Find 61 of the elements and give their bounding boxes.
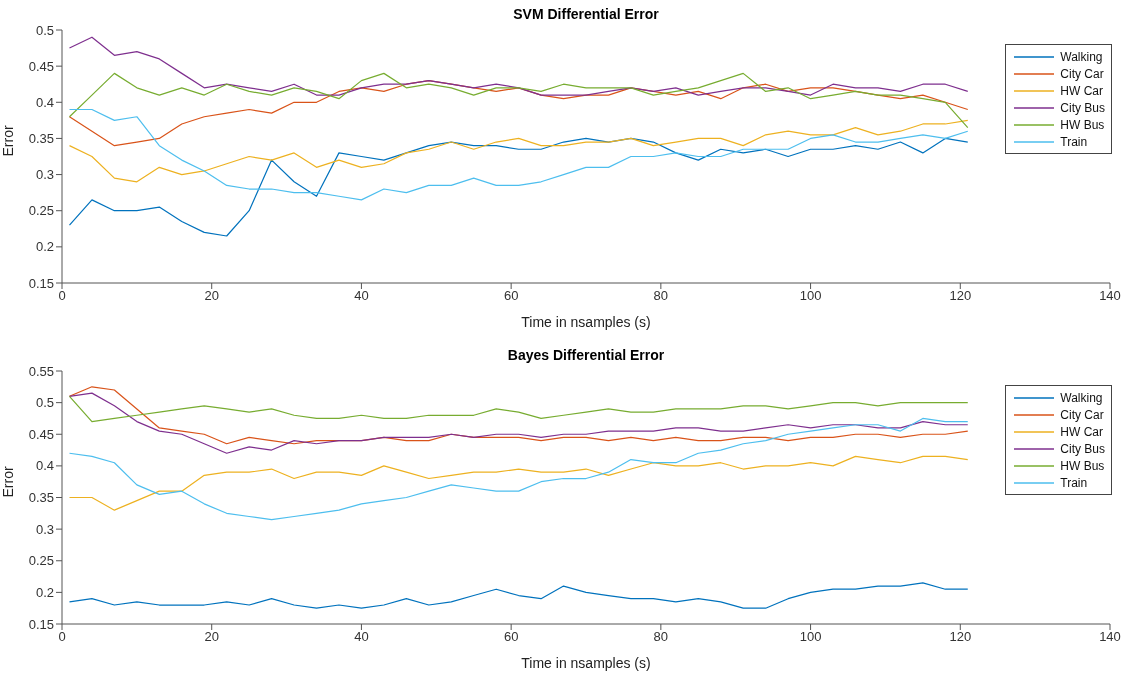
x-tick-label: 100	[799, 629, 822, 645]
x-tick-label: 0	[58, 288, 66, 304]
legend-label: City Bus	[1060, 441, 1105, 456]
legend-label: Train	[1060, 134, 1088, 149]
y-tick-label: 0.25	[28, 553, 54, 569]
x-tick-label: 120	[949, 288, 972, 304]
chart-title: SVM Differential Error	[513, 6, 659, 22]
y-tick-label: 0.55	[28, 363, 54, 379]
x-tick-label: 20	[204, 288, 219, 304]
legend-label: HW Bus	[1060, 117, 1105, 132]
x-tick-label: 120	[949, 629, 972, 645]
y-tick-label: 0.2	[35, 239, 54, 255]
y-tick-label: 0.35	[28, 131, 54, 147]
line-series	[68, 108, 969, 201]
x-tick-label: 40	[354, 288, 369, 304]
legend-label: Train	[1060, 475, 1088, 490]
line-series	[68, 395, 969, 423]
line-series	[68, 36, 969, 96]
y-tick-label: 0.2	[35, 584, 54, 600]
y-tick-label: 0.4	[35, 94, 54, 110]
legend-label: Walking	[1060, 390, 1103, 405]
legend-label: HW Car	[1060, 83, 1103, 98]
y-tick-label: 0.45	[28, 58, 54, 74]
line-series	[68, 582, 969, 609]
legend-label: City Bus	[1060, 100, 1105, 115]
legend-label: HW Bus	[1060, 458, 1105, 473]
line-series	[68, 417, 969, 521]
y-tick-label: 0.5	[35, 22, 54, 38]
x-tick-label: 20	[204, 629, 219, 645]
x-tick-label: 60	[503, 629, 519, 645]
y-tick-label: 0.35	[28, 490, 54, 506]
y-axis-title: Error	[0, 125, 16, 157]
line-series	[68, 137, 969, 237]
line-series	[68, 119, 969, 183]
y-tick-label: 0.15	[28, 275, 54, 291]
y-tick-label: 0.4	[35, 458, 54, 474]
y-axis-title: Error	[0, 466, 16, 498]
x-tick-label: 80	[653, 629, 669, 645]
legend-label: HW Car	[1060, 424, 1103, 439]
x-axis-title: Time in nsamples (s)	[521, 655, 651, 671]
y-tick-label: 0.3	[35, 167, 54, 183]
line-series	[68, 72, 969, 129]
x-tick-label: 80	[653, 288, 669, 304]
y-tick-label: 0.25	[28, 203, 54, 219]
x-tick-label: 0	[58, 629, 66, 645]
line-series	[68, 455, 969, 511]
x-tick-label: 100	[799, 288, 822, 304]
chart-title: Bayes Differential Error	[507, 347, 665, 363]
legend-label: City Car	[1060, 66, 1104, 81]
line-series	[68, 392, 969, 454]
x-tick-label: 140	[1099, 288, 1121, 304]
y-tick-label: 0.15	[28, 616, 54, 632]
x-tick-label: 140	[1099, 629, 1121, 645]
y-tick-label: 0.3	[35, 521, 54, 537]
x-tick-label: 40	[354, 629, 369, 645]
x-tick-label: 60	[503, 288, 519, 304]
legend-label: City Car	[1060, 407, 1104, 422]
x-axis-title: Time in nsamples (s)	[521, 314, 651, 330]
y-tick-label: 0.45	[28, 426, 54, 442]
y-tick-label: 0.5	[35, 395, 54, 411]
legend-label: Walking	[1060, 49, 1103, 64]
